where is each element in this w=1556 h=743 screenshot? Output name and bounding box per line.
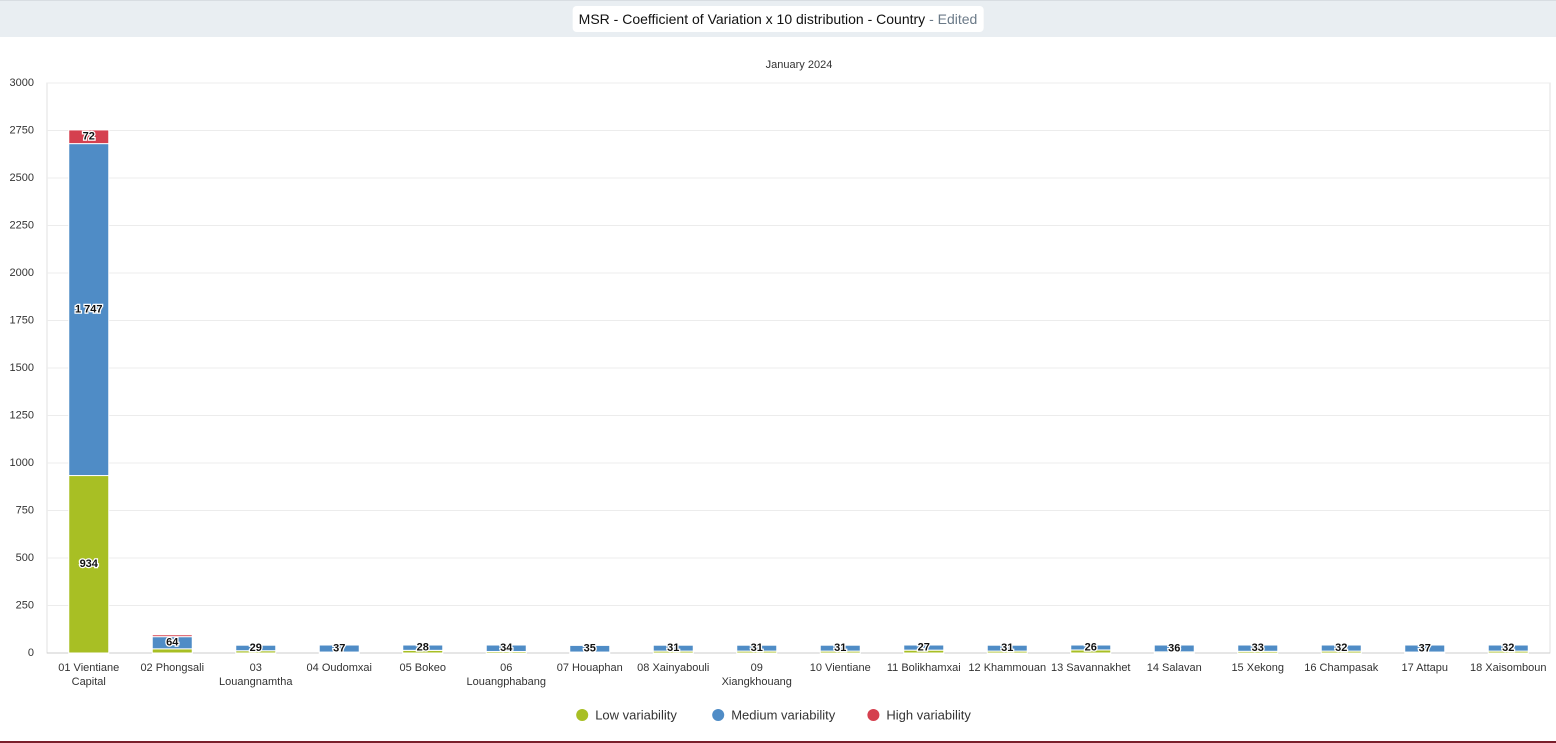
legend-marker	[867, 709, 880, 721]
bar-segment	[1153, 644, 1195, 653]
x-tick-label: 16 Champasak	[1304, 662, 1379, 674]
bar-segment	[1404, 644, 1446, 653]
x-tick-label: 07 Houaphan	[556, 662, 623, 674]
x-tick-label: 17 Attapu	[1401, 662, 1449, 674]
title-pill: MSR - Coefficient of Variation x 10 dist…	[572, 6, 984, 32]
x-tick-label: 11 Bolikhamxai	[886, 662, 961, 674]
data-label: 31	[751, 642, 763, 654]
data-label: 29	[250, 642, 262, 654]
data-label: 37	[333, 642, 345, 654]
bar-segment	[986, 644, 1028, 652]
y-tick-label: 500	[16, 552, 34, 564]
x-tick-label: 09 Xiangkhouang	[721, 662, 792, 688]
data-label: 31	[667, 642, 679, 654]
y-tick-label: 3000	[10, 77, 34, 89]
data-label: 27	[918, 641, 930, 653]
data-label: 26	[1085, 641, 1097, 653]
bar-segment	[1070, 644, 1112, 651]
data-label: 31	[834, 642, 846, 654]
bar-segment	[569, 644, 611, 653]
x-tick-label: 03 Louangnamtha	[219, 662, 293, 688]
y-tick-label: 750	[16, 504, 34, 516]
legend-label: Low variability	[595, 707, 677, 722]
data-label: 32	[1335, 642, 1347, 654]
x-tick-label: 08 Xainyabouli	[637, 662, 710, 674]
bar-segment	[402, 644, 444, 651]
x-tick-label: 12 Khammouan	[968, 662, 1047, 674]
x-tick-label: 18 Xaisomboun	[1470, 662, 1547, 674]
data-label: 31	[1001, 642, 1013, 654]
x-tick-label: 05 Bokeo	[399, 662, 446, 674]
data-label: 32	[1502, 642, 1514, 654]
x-tick-label: 02 Phongsali	[140, 662, 205, 674]
y-tick-label: 1000	[10, 457, 34, 469]
data-label: 36	[1168, 642, 1180, 654]
x-tick-label: 13 Savannakhet	[1050, 662, 1131, 674]
y-tick-label: 1750	[10, 314, 34, 326]
bar-segment	[318, 644, 360, 653]
x-tick-label: 01 Vientiane Capital	[58, 662, 120, 688]
x-tick-label: 06 Louangphabang	[466, 662, 547, 688]
bar-segment	[235, 644, 277, 652]
bar-segment	[68, 475, 110, 654]
title-note: - Edited	[929, 11, 978, 27]
data-label: 35	[584, 643, 596, 655]
x-tick-label: 15 Xekong	[1231, 662, 1285, 674]
bar-segment	[151, 634, 193, 638]
y-tick-label: 2750	[10, 124, 34, 136]
y-tick-label: 0	[28, 647, 34, 659]
data-label: 28	[417, 642, 429, 654]
data-label: 934	[80, 558, 99, 570]
data-label: 64	[166, 637, 179, 649]
bar-segment	[68, 129, 110, 145]
data-label: 33	[1252, 642, 1264, 654]
data-label: 34	[500, 642, 513, 654]
bar-segment	[151, 648, 193, 654]
legend-label: Medium variability	[731, 707, 836, 722]
bar-segment	[736, 644, 778, 652]
y-tick-label: 2250	[10, 219, 34, 231]
data-label: 1 747	[75, 303, 103, 315]
y-tick-label: 250	[16, 599, 34, 611]
header: MSR - Coefficient of Variation x 10 dist…	[0, 0, 1556, 37]
bar-segment	[485, 644, 527, 652]
legend-marker	[712, 709, 725, 721]
y-tick-label: 1250	[10, 409, 34, 421]
y-tick-label: 2500	[10, 172, 34, 184]
legend-marker	[576, 709, 589, 721]
bar-segment	[68, 143, 110, 477]
bar-segment	[819, 644, 861, 652]
bar-segment	[652, 644, 694, 652]
x-tick-label: 14 Salavan	[1146, 662, 1202, 674]
data-label: 72	[83, 131, 95, 143]
x-tick-label: 10 Vientiane	[809, 662, 871, 674]
y-tick-label: 1500	[10, 362, 34, 374]
bottom-border	[0, 741, 1556, 743]
data-label: 37	[1419, 642, 1431, 654]
bar-segment	[903, 644, 945, 651]
legend-label: High variability	[886, 707, 971, 722]
bar-segment	[1487, 644, 1529, 652]
chart-subtitle: January 2024	[766, 59, 833, 71]
x-tick-label: 04 Oudomxai	[306, 662, 372, 674]
chart-title: MSR - Coefficient of Variation x 10 dist…	[578, 11, 926, 27]
bar-segment	[1237, 644, 1279, 652]
y-tick-label: 2000	[10, 267, 34, 279]
bar-segment	[1320, 644, 1362, 652]
